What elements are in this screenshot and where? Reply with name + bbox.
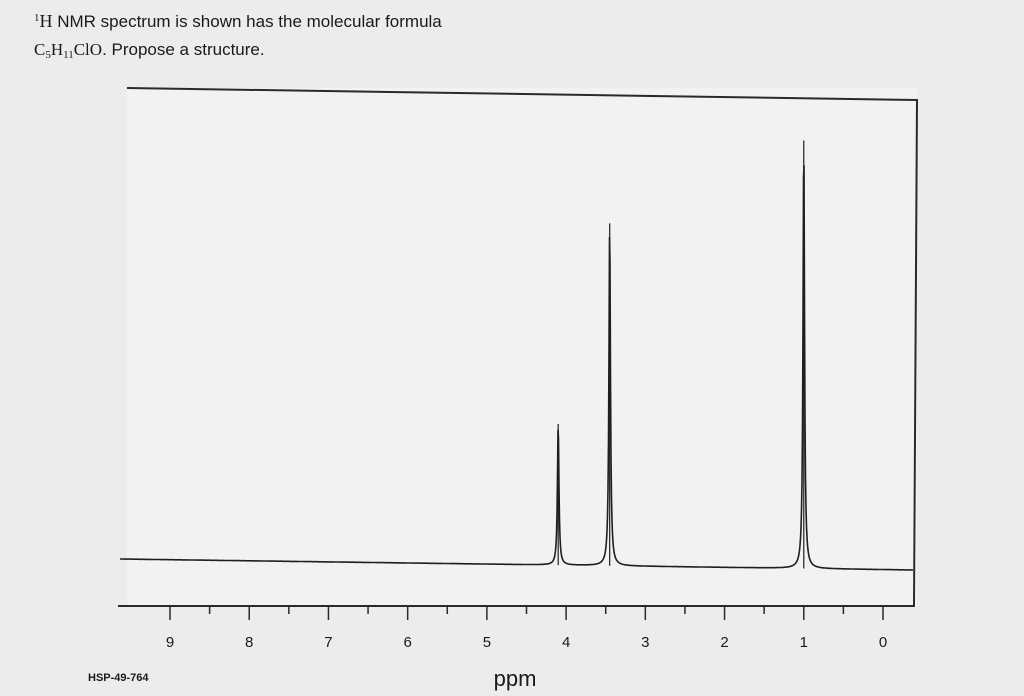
question-text: 1H NMR spectrum is shown has the molecul… [34,4,442,69]
formula-rest: ClO [73,40,103,59]
nucleus-symbol: H [39,11,53,31]
tick-label-1: 1 [800,634,808,651]
question-line-2-text: . Propose a structure. [102,40,265,59]
formula-c-sub: 5 [45,49,51,61]
isotope-superscript: 1 [34,12,40,24]
tick-label-0: 0 [879,634,887,651]
formula-c: C [34,40,46,59]
tick-label-3: 3 [641,634,649,651]
question-line-1: 1H NMR spectrum is shown has the molecul… [34,4,442,36]
question-line-2: C5H11ClO. Propose a structure. [34,36,442,69]
tick-label-7: 7 [324,634,332,651]
plot-area [127,88,917,606]
spectrum-code-label: HSP-49-764 [88,672,149,684]
x-axis-title: ppm [494,666,537,691]
question-line-1-text: NMR spectrum is shown has the molecular … [52,12,442,31]
tick-label-5: 5 [483,634,491,651]
x-axis-tick-labels: 9 8 7 6 5 4 3 2 1 0 [166,634,887,651]
tick-label-9: 9 [166,634,174,651]
formula-h: H [50,40,64,59]
tick-label-8: 8 [245,634,253,651]
x-axis-ticks [169,606,884,620]
tick-label-4: 4 [562,634,570,651]
tick-label-6: 6 [403,634,411,651]
tick-label-2: 2 [720,634,728,651]
spectrum-trace [120,165,913,571]
formula-h-sub: 11 [63,49,74,61]
molecular-formula: C5H11ClO [34,40,103,61]
